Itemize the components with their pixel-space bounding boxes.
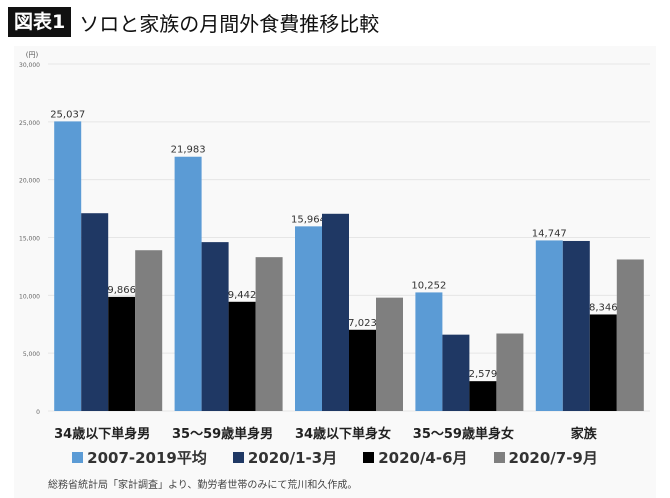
bar <box>376 297 403 411</box>
bar <box>201 242 229 411</box>
x-category-label: 家族 <box>571 426 598 442</box>
figure-badge: 図表1 <box>8 7 72 37</box>
data-label: 9,442 <box>228 290 257 301</box>
chart-title: ソロと家族の月間外食費推移比較 <box>79 11 380 36</box>
legend-item: 2020/4-6月 <box>363 447 468 468</box>
data-label: 2,579 <box>469 369 498 380</box>
legend-swatch <box>232 452 244 463</box>
y-tick-label: 25,000 <box>19 120 40 127</box>
bar <box>228 301 256 411</box>
legend: 2007-2019平均 2020/1-3月 2020/4-6月 2020/7-9月 <box>0 447 670 468</box>
legend-swatch <box>72 452 84 463</box>
x-category-label: 34歳以下単身男 <box>54 426 150 442</box>
data-label: 25,037 <box>50 109 85 120</box>
y-tick-label: 10,000 <box>19 293 40 300</box>
legend-label: 2020/4-6月 <box>378 449 468 467</box>
data-label: 8,346 <box>589 302 618 313</box>
data-label: 9,866 <box>107 285 136 296</box>
data-label: 10,252 <box>411 280 446 291</box>
legend-item: 2007-2019平均 <box>72 447 207 468</box>
bar <box>174 156 202 411</box>
bar <box>616 259 644 411</box>
bar <box>496 333 524 411</box>
y-tick-label: 30,000 <box>19 62 40 69</box>
legend-label: 2020/1-3月 <box>247 449 338 467</box>
bar <box>322 213 349 411</box>
bar <box>415 292 443 411</box>
bar <box>255 257 283 411</box>
legend-label: 2020/7-9月 <box>508 449 598 467</box>
legend-swatch <box>493 452 505 463</box>
bar <box>562 240 590 411</box>
bar <box>135 250 163 411</box>
bar <box>469 381 497 411</box>
bar <box>349 329 376 411</box>
y-axis-unit: (円) <box>26 51 39 59</box>
bar <box>295 226 322 411</box>
bar <box>81 213 109 411</box>
bar <box>54 121 82 411</box>
legend-swatch <box>363 452 375 463</box>
bar <box>535 240 563 411</box>
data-label: 7,023 <box>348 318 377 329</box>
x-category-label: 34歳以下単身女 <box>295 426 391 442</box>
y-tick-label: 20,000 <box>19 178 40 185</box>
data-label: 14,747 <box>532 228 567 239</box>
x-category-label: 35～59歳単身男 <box>172 426 273 442</box>
y-tick-label: 0 <box>36 409 40 416</box>
data-label: 21,983 <box>171 145 206 156</box>
legend-item: 2020/1-3月 <box>232 447 338 468</box>
bar <box>108 296 136 411</box>
header: 図表1 ソロと家族の月間外食費推移比較 <box>8 7 379 37</box>
y-tick-label: 5,000 <box>23 351 40 358</box>
y-tick-label: 15,000 <box>19 236 40 243</box>
legend-label: 2007-2019平均 <box>87 449 207 467</box>
data-label: 15,964 <box>291 214 326 225</box>
bar <box>589 314 617 411</box>
source-note: 総務省統計局「家計調査」より、勤労者世帯のみにて荒川和久作成。 <box>48 480 358 491</box>
bar <box>442 334 470 411</box>
x-category-label: 35～59歳単身女 <box>413 426 514 442</box>
legend-item: 2020/7-9月 <box>493 447 598 468</box>
